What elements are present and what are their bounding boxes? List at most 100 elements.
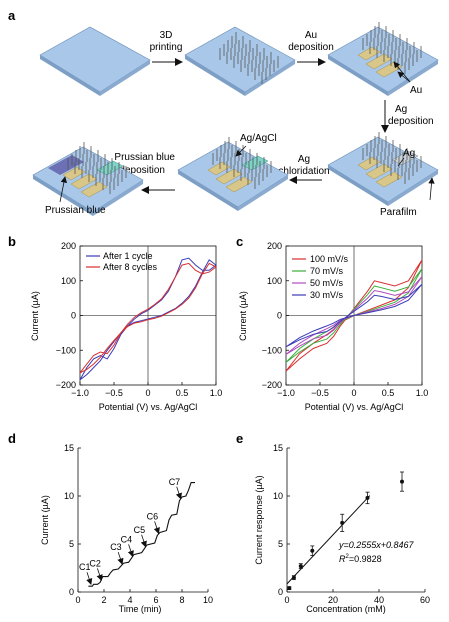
annotation-arrow — [140, 534, 147, 548]
fit-r2: R2=0.9828 — [339, 554, 382, 564]
legend-c-2: 70 mV/s — [310, 266, 344, 276]
y-tick-label: 5 — [69, 539, 74, 549]
y-tick-label: 0 — [277, 311, 282, 321]
step-pb-line1: Prussian blue — [114, 152, 175, 163]
panel-c-legend: 100 mV/s 70 mV/s 50 mV/s 30 mV/s — [292, 254, 349, 300]
legend-b-2: After 8 cycles — [103, 262, 158, 272]
panel-b: b −1.0 −0.5 0 0.5 1.0 −200 −100 0 100 200 Potenti… — [8, 234, 222, 412]
annotation-c7: C7 — [169, 477, 181, 487]
x-tick-label: 10 — [203, 595, 213, 605]
substrate-ag — [327, 132, 439, 206]
panel-b-xlabel: Potential (V) vs. Ag/AgCl — [99, 402, 198, 412]
x-tick-label: −0.5 — [105, 388, 123, 398]
panel-b-legend: After 1 cycle After 8 cycles — [86, 251, 158, 272]
label-au: Au — [410, 85, 422, 96]
y-tick-label: 0 — [278, 587, 283, 597]
step-ag-line1: Ag — [395, 104, 407, 115]
x-tick-label: −1.0 — [277, 388, 295, 398]
data-point — [291, 575, 296, 580]
x-tick-label: 0.5 — [382, 388, 395, 398]
step-ag-line2: deposition — [388, 116, 434, 127]
label-ag: Ag — [403, 148, 415, 159]
y-tick-label: 15 — [273, 443, 283, 453]
panel-e-ylabel: Current response (µA) — [254, 475, 264, 564]
annotation-c1: C1 — [79, 562, 91, 572]
data-point — [298, 564, 303, 569]
step-pb-line2: deposition — [119, 165, 165, 176]
panel-b-ylabel: Current (µA) — [30, 291, 40, 341]
annotation-c2: C2 — [89, 558, 101, 568]
step-chlor-line1: Ag — [298, 154, 310, 165]
x-tick-label: 4 — [127, 595, 132, 605]
x-tick-label: 0 — [351, 388, 356, 398]
panel-d-xlabel: Time (min) — [119, 604, 162, 614]
x-tick-label: −0.5 — [311, 388, 329, 398]
data-point — [287, 586, 292, 591]
x-tick-label: 0 — [284, 595, 289, 605]
annotation-c6: C6 — [147, 511, 159, 521]
legend-c-3: 50 mV/s — [310, 278, 344, 288]
x-tick-label: 8 — [179, 595, 184, 605]
step-au-line1: Au — [305, 30, 317, 41]
y-tick-label: 0 — [71, 311, 76, 321]
panel-d-ylabel: Current (µA) — [40, 495, 50, 545]
panel-a: a 3D printing Au deposition — [8, 8, 439, 218]
x-tick-label: 0.5 — [176, 388, 189, 398]
fit-equation: y=0.2555x+0.8467 — [338, 540, 415, 550]
panel-d-label: d — [8, 431, 16, 446]
substrate-microneedles — [184, 26, 296, 96]
annotation-arrow — [117, 551, 124, 565]
y-tick-label: −200 — [56, 380, 76, 390]
annotation-c5: C5 — [134, 525, 146, 535]
label-parafilm: Parafilm — [380, 207, 417, 218]
series-c-1 — [285, 259, 423, 372]
x-tick-label: 1.0 — [416, 388, 429, 398]
panel-e-label: e — [236, 431, 243, 446]
annotation-arrow — [153, 521, 160, 535]
y-tick-label: 200 — [61, 241, 76, 251]
annotation-c3: C3 — [110, 542, 122, 552]
panel-a-label: a — [8, 8, 16, 23]
annotation-arrow — [96, 568, 103, 582]
panel-e: e 0 20 40 60 0 5 10 15 Concentration (mM) Curre… — [236, 431, 430, 614]
y-tick-label: 200 — [267, 241, 282, 251]
y-tick-label: 15 — [64, 443, 74, 453]
panel-b-label: b — [8, 234, 16, 249]
annotation-arrow — [86, 572, 93, 585]
x-tick-label: 0 — [75, 595, 80, 605]
data-point — [365, 495, 370, 500]
y-tick-label: −100 — [262, 345, 282, 355]
panel-c-ylabel: Current (µA) — [238, 291, 248, 341]
label-agagcl: Ag/AgCl — [240, 133, 277, 144]
step-chlor-line2: chloridation — [278, 166, 329, 177]
x-tick-label: 2 — [101, 595, 106, 605]
series-b-2 — [79, 262, 217, 374]
x-tick-label: 40 — [374, 595, 384, 605]
fit-line — [286, 495, 371, 585]
current-trace — [88, 482, 195, 587]
y-tick-label: 10 — [273, 491, 283, 501]
legend-c-4: 30 mV/s — [310, 290, 344, 300]
x-tick-label: 1.0 — [210, 388, 223, 398]
substrate-pb — [32, 142, 144, 216]
legend-c-1: 100 mV/s — [310, 254, 349, 264]
y-tick-label: 0 — [69, 587, 74, 597]
series-c-3 — [285, 276, 423, 355]
substrate-agagcl — [177, 137, 289, 211]
x-tick-label: −1.0 — [71, 388, 89, 398]
data-point — [310, 548, 315, 553]
step-au-line2: deposition — [288, 42, 334, 53]
y-tick-label: 5 — [278, 539, 283, 549]
x-tick-label: 20 — [328, 595, 338, 605]
panel-c-xlabel: Potential (V) vs. Ag/AgCl — [305, 402, 404, 412]
x-tick-label: 60 — [420, 595, 430, 605]
y-tick-label: 100 — [61, 276, 76, 286]
step-printing-line1: 3D — [160, 30, 173, 41]
y-tick-label: −100 — [56, 345, 76, 355]
data-point — [400, 479, 404, 484]
substrate-plain — [39, 26, 151, 96]
annotation-arrow — [175, 486, 182, 500]
step-printing-line2: printing — [150, 42, 183, 53]
